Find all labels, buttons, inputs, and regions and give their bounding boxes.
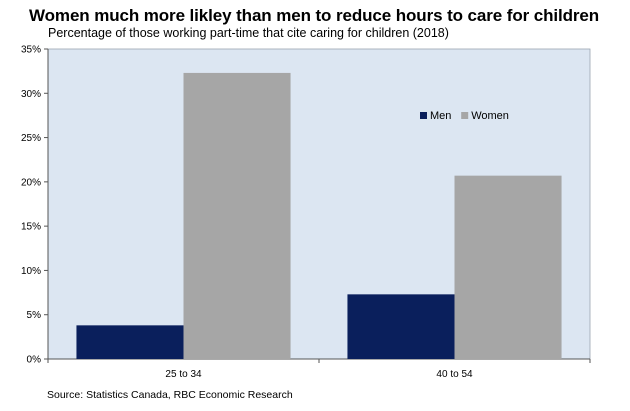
legend-label-men: Men <box>430 110 451 122</box>
y-tick-label: 5% <box>27 310 42 321</box>
legend-swatch-women <box>461 112 469 119</box>
y-tick-label: 0% <box>27 355 42 366</box>
bars <box>76 72 562 360</box>
chart-source: Source: Statistics Canada, RBC Economic … <box>47 389 293 401</box>
x-category-label: 40 to 54 <box>436 369 473 380</box>
chart-title: Women much more likley than men to reduc… <box>29 6 600 25</box>
x-axis: 25 to 34 40 to 54 <box>47 358 591 380</box>
bar-men-25-to-34 <box>76 325 184 359</box>
y-tick-label: 10% <box>21 266 41 277</box>
y-tick-label: 35% <box>21 45 41 56</box>
bar-women-40-to-54 <box>454 175 562 359</box>
bar-men-40-to-54 <box>347 294 455 359</box>
legend-label-women: Women <box>471 110 509 122</box>
y-tick-label: 20% <box>21 177 41 188</box>
y-tick-label: 15% <box>21 222 41 233</box>
y-tick-label: 30% <box>21 89 41 100</box>
legend-swatch-men <box>420 112 427 119</box>
chart-subtitle: Percentage of those working part-time th… <box>48 26 449 40</box>
x-category-label: 25 to 34 <box>165 369 202 380</box>
bar-women-25-to-34 <box>183 72 291 360</box>
y-axis: 0% 5% 10% 15% 20% 25% 30% 35% <box>21 45 49 366</box>
y-tick-label: 25% <box>21 133 41 144</box>
legend: Men Women <box>420 110 509 122</box>
